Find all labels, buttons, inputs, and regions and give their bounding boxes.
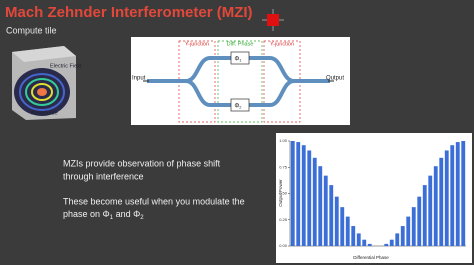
bar (444, 150, 449, 246)
waveguide-label: Waveguide (30, 110, 57, 116)
body-line: through interference (63, 171, 144, 181)
bar (307, 150, 312, 246)
body-line: phase on Φ1 and Φ2 (63, 209, 144, 220)
title: Mach Zehnder Interferometer (MZI) (5, 4, 253, 21)
bar (384, 243, 389, 246)
output-label: Output (326, 76, 344, 82)
bar (406, 216, 411, 246)
bar (433, 166, 438, 246)
y-tick-label: 0.00 (279, 243, 288, 248)
body-text: MZIs provide observation of phase shift … (63, 158, 245, 220)
bar (389, 239, 394, 246)
y-tick-label: 1.00 (279, 138, 288, 143)
bar (301, 145, 306, 246)
section-label: Y-junction (270, 41, 294, 47)
y-tick-label: 0.50 (279, 191, 288, 196)
y-tick-label: 0.75 (279, 164, 288, 169)
bar (318, 166, 323, 246)
bar (455, 142, 460, 246)
bar (395, 233, 400, 246)
subtitle: Compute tile (6, 25, 57, 35)
phase-label: Φ2 (234, 103, 242, 109)
record-icon (262, 9, 284, 31)
bar (345, 216, 350, 246)
section-label: Diff. Phase (227, 41, 254, 47)
phase-label: Φ1 (234, 56, 242, 62)
bar (400, 226, 405, 246)
bar (290, 141, 295, 246)
bar (329, 185, 334, 246)
bar (428, 175, 433, 246)
x-axis-label: Differential Phase (353, 255, 389, 260)
bar (340, 207, 345, 246)
bar (422, 185, 427, 246)
bar (351, 226, 356, 246)
bar (334, 196, 339, 246)
y-axis-label: Output Power (278, 179, 283, 207)
body-line: These become useful when you modulate th… (63, 196, 245, 206)
waveguide-image: Electric Field Waveguide (12, 46, 81, 120)
body-line: MZIs provide observation of phase shift (63, 158, 221, 168)
mzi-diagram: Y-junction Diff. Phase Y-junction Input … (131, 37, 350, 125)
bar (367, 243, 372, 246)
y-tick-label: 0.25 (279, 217, 288, 222)
field-label: Electric Field (50, 63, 81, 69)
bar (417, 196, 422, 246)
bar (411, 207, 416, 246)
input-label: Input (132, 76, 146, 82)
bar (439, 157, 444, 246)
bar (312, 157, 317, 246)
bar (296, 142, 301, 246)
section-label: Y-junction (185, 41, 209, 47)
bar (356, 233, 361, 246)
bar (323, 175, 328, 246)
bar (450, 145, 455, 246)
bar (362, 239, 367, 246)
bar (461, 141, 466, 246)
